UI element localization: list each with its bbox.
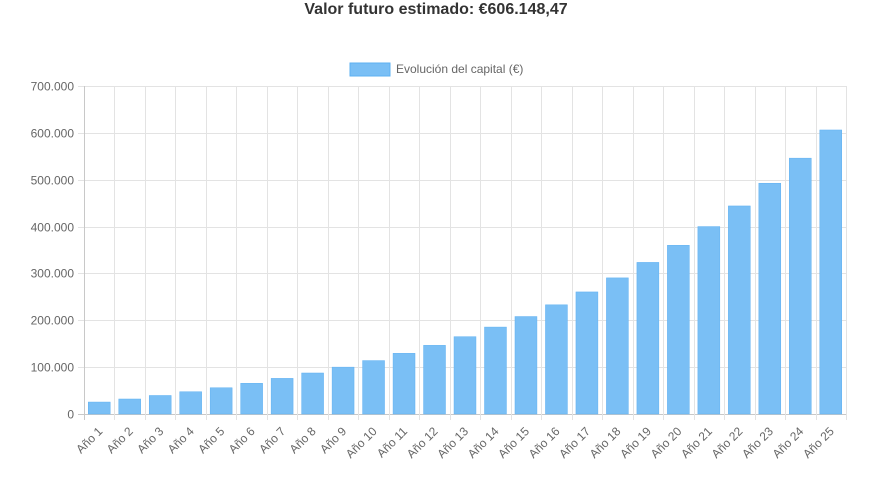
x-tick-label: Año 8 [287,424,319,456]
bar[interactable] [697,226,721,415]
bar[interactable] [240,383,263,415]
bar[interactable] [179,391,202,415]
legend[interactable]: Evolución del capital (€) [349,62,523,77]
x-tick-label: Año 2 [104,424,136,456]
x-tick-label: Año 10 [343,424,380,461]
grid [78,86,847,420]
bar[interactable] [636,262,660,415]
x-tick-label: Año 7 [256,424,288,456]
bar[interactable] [423,345,446,415]
x-tick-label: Año 4 [165,424,197,456]
x-tick-label: Año 16 [526,424,563,461]
legend-label[interactable]: Evolución del capital (€) [396,62,523,76]
bar[interactable] [514,316,538,415]
x-tick-label: Año 1 [73,424,105,456]
x-tick-label: Año 13 [434,424,471,461]
bar[interactable] [331,366,355,415]
x-tick-label: Año 23 [739,424,776,461]
bar[interactable] [758,182,782,415]
legend-swatch[interactable] [349,62,391,77]
x-tick-label: Año 6 [226,424,258,456]
x-tick-label: Año 12 [404,424,441,461]
x-tick-label: Año 17 [556,424,593,461]
x-tick-label: Año 5 [195,424,227,456]
bar[interactable] [789,157,812,415]
x-tick-label: Año 21 [678,424,715,461]
y-tick-label: 200.000 [31,314,75,328]
bar[interactable] [88,401,111,415]
x-tick-label: Año 14 [465,424,502,461]
y-tick-label: 300.000 [31,267,75,281]
bar[interactable] [209,387,233,415]
bar[interactable] [667,245,690,415]
x-tick-label: Año 18 [587,424,624,461]
bar[interactable] [118,398,141,415]
x-tick-label: Año 25 [800,424,837,461]
y-tick-label: 700.000 [31,80,75,94]
x-tick-label: Año 3 [134,424,166,456]
page-title: Valor futuro estimado: €606.148,47 [304,1,568,18]
bar[interactable] [545,304,568,415]
bar[interactable] [270,378,294,415]
x-tick-label: Año 22 [709,424,746,461]
bar[interactable] [484,326,507,415]
x-tick-label: Año 15 [495,424,532,461]
x-tick-label: Año 19 [617,424,654,461]
x-tick-label: Año 20 [648,424,685,461]
bars [88,129,842,415]
bar[interactable] [575,291,599,415]
bar[interactable] [392,353,416,415]
bar[interactable] [606,277,629,415]
y-axis: 0 100.000 200.000 300.000 400.000 500.000 600.… [31,80,75,422]
x-tick-label: Año 24 [770,424,807,461]
y-tick-label: 600.000 [31,127,75,141]
y-tick-label: 400.000 [31,221,75,235]
y-tick-label: 0 [67,408,74,422]
bar[interactable] [819,129,842,415]
bar[interactable] [362,360,385,415]
bar[interactable] [728,205,751,415]
x-tick-label: Año 11 [374,424,410,460]
bar[interactable] [301,372,324,415]
y-tick-label: 500.000 [31,174,75,188]
bar[interactable] [453,336,477,415]
bar[interactable] [148,395,172,415]
y-tick-label: 100.000 [31,361,75,375]
